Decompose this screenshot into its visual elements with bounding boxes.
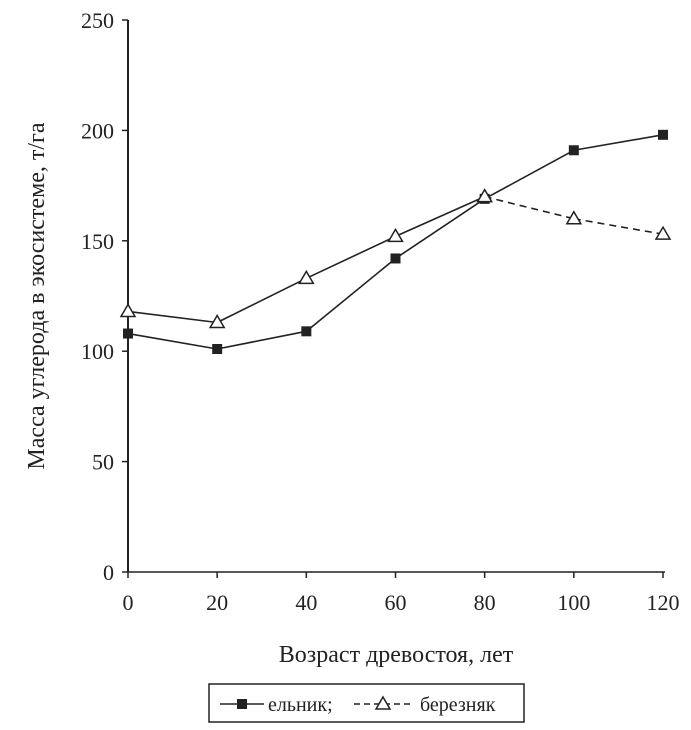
series-1-point — [212, 343, 223, 354]
series-2-point — [208, 314, 226, 329]
series-1-point — [390, 253, 401, 264]
series-1-point — [658, 129, 668, 140]
series-1-segment — [484, 149, 575, 200]
x-tick-label: 0 — [123, 590, 134, 615]
x-tick-label: 40 — [295, 590, 317, 615]
series-1-point — [568, 145, 579, 156]
legend-label-bereznyak: березняк — [420, 694, 496, 716]
series-1-segment — [217, 330, 307, 350]
y-axis-title: Масса углерода в экосистеме, т/га — [24, 122, 50, 469]
series-2-segment — [395, 195, 485, 238]
series-1-segment — [573, 134, 664, 152]
x-ticks: 0 20 40 60 80 100 120 — [123, 572, 680, 615]
series-2-point — [565, 210, 583, 225]
series-2-point — [654, 225, 672, 240]
x-tick-label: 60 — [385, 590, 407, 615]
y-tick-label: 150 — [81, 229, 114, 254]
plot-area: 0 50 100 150 200 250 0 20 40 60 80 100 120 — [81, 8, 680, 615]
y-tick-label: 200 — [81, 118, 114, 143]
series-2-point — [476, 188, 493, 203]
legend-box — [208, 683, 525, 723]
y-ticks: 0 50 100 150 200 250 — [81, 8, 128, 585]
y-tick-label: 250 — [81, 8, 114, 33]
x-tick-label: 100 — [557, 590, 590, 615]
series-2-segment — [127, 310, 218, 324]
series-group — [119, 129, 672, 354]
series-1-segment — [127, 332, 218, 350]
series-2-point — [119, 302, 137, 318]
legend-marker-yelnik — [237, 699, 247, 709]
x-axis-title: Возраст древостоя, лет — [279, 642, 514, 668]
series-2-segment — [216, 277, 307, 324]
series-2-segment — [484, 195, 575, 220]
series-2 — [119, 188, 672, 329]
series-1 — [123, 129, 668, 354]
x-tick-label: 80 — [474, 590, 496, 615]
series-1-segment — [395, 198, 486, 260]
legend-label-yelnik: ельник; — [268, 694, 333, 716]
x-tick-label: 120 — [647, 590, 680, 615]
y-tick-label: 0 — [103, 560, 114, 585]
y-tick-label: 50 — [92, 450, 114, 475]
series-2-point — [387, 227, 404, 243]
series-1-segment — [305, 257, 397, 332]
x-tick-label: 20 — [206, 590, 228, 615]
series-2-point — [298, 269, 315, 285]
series-1-point — [123, 328, 133, 339]
legend-marker-bereznyak — [374, 695, 392, 710]
legend: ельник; березняк — [208, 683, 525, 723]
y-tick-label: 100 — [81, 339, 114, 364]
series-2-segment — [573, 217, 664, 235]
series-2-segment — [305, 235, 396, 280]
series-1-point — [301, 326, 312, 337]
